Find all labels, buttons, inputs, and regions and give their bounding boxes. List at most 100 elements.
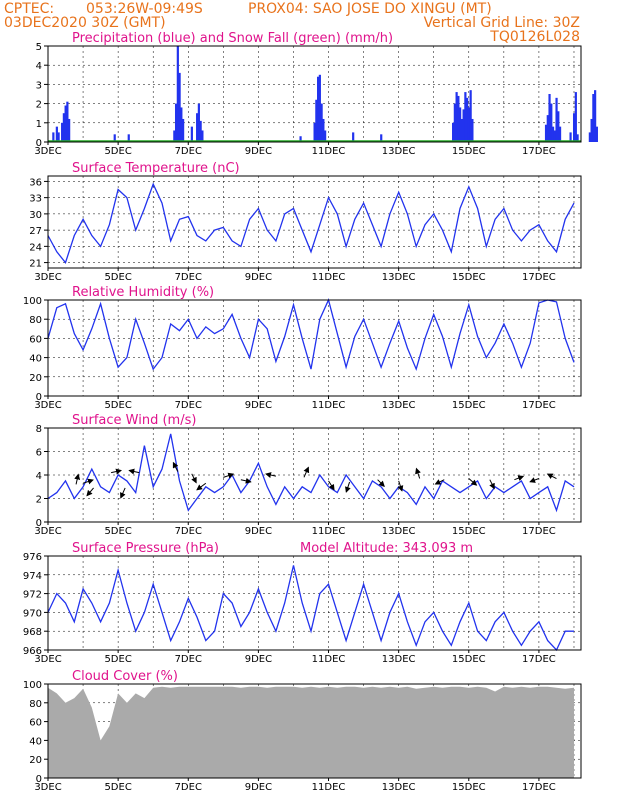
precip-bar: [190, 126, 193, 142]
precip-bar: [592, 94, 595, 142]
panel-title: Surface Wind (m/s): [72, 413, 196, 428]
wind-arrow: [397, 480, 404, 492]
x-tick-label: 13DEC: [382, 526, 416, 537]
x-tick-label: 5DEC: [104, 526, 131, 537]
precip-bar: [324, 130, 327, 142]
precip-bar: [178, 72, 181, 142]
precip-bar: [466, 97, 469, 142]
y-tick-label: 966: [23, 646, 42, 657]
x-tick-label: 5DEC: [104, 400, 131, 411]
precip-bar: [182, 118, 185, 142]
x-tick-label: 15DEC: [452, 782, 486, 793]
wind-arrow: [86, 487, 94, 497]
y-tick-label: 21: [29, 259, 42, 270]
x-tick-label: 13DEC: [382, 272, 416, 283]
wind-arrow: [514, 475, 525, 481]
precip-bar: [317, 76, 320, 142]
x-tick-label: 5DEC: [104, 146, 131, 157]
precip-bar: [66, 101, 69, 142]
y-tick-label: 100: [23, 680, 42, 691]
wind-arrow: [111, 468, 122, 475]
precip-bar: [595, 126, 598, 142]
precip-bar: [553, 130, 556, 142]
precip-bar: [176, 46, 179, 142]
x-tick-label: 15DEC: [452, 654, 486, 665]
y-tick-label: 5: [36, 42, 42, 53]
y-tick-label: 60: [29, 334, 42, 345]
y-tick-label: 33: [29, 194, 42, 205]
precip-bar: [460, 118, 463, 142]
precip-bar: [546, 115, 549, 142]
panels: 0 1 2 3 4 5 3DEC 5DEC 7DEC 9DEC 11DEC 13DEC 15DEC 17D…: [23, 31, 598, 793]
precip-bar: [196, 113, 199, 142]
x-tick-label: 5DEC: [104, 272, 131, 283]
y-tick-label: 1: [36, 119, 42, 130]
precip-bar: [315, 99, 318, 142]
x-tick-label: 7DEC: [175, 654, 202, 665]
x-tick-label: 7DEC: [175, 272, 202, 283]
x-tick-label: 9DEC: [245, 654, 272, 665]
wind-arrow: [303, 466, 310, 478]
wind-arrow: [345, 481, 351, 493]
series-line: [47, 182, 575, 264]
series-line: [47, 298, 575, 372]
x-tick-label: 7DEC: [175, 400, 202, 411]
wind-arrow: [82, 478, 94, 485]
precip-bar: [576, 134, 579, 142]
x-tick-label: 3DEC: [34, 654, 61, 665]
wind-arrow: [120, 487, 126, 499]
precip-bar: [574, 92, 577, 142]
precip-bar: [57, 132, 60, 142]
y-tick-label: 2: [36, 100, 42, 111]
x-tick-label: 11DEC: [312, 526, 346, 537]
wind-arrow: [489, 479, 495, 490]
y-tick-label: 80: [29, 315, 42, 326]
x-tick-label: 11DEC: [312, 400, 346, 411]
precip-bar: [299, 136, 302, 142]
y-tick-label: 27: [29, 226, 42, 237]
precip-bar: [318, 74, 321, 142]
wind-arrow: [74, 473, 81, 485]
precip-bar: [127, 134, 130, 142]
x-tick-label: 9DEC: [245, 146, 272, 157]
wind-arrow: [196, 482, 207, 491]
wind-arrow: [223, 472, 235, 479]
precip-bar: [459, 107, 462, 142]
y-tick-label: 20: [29, 373, 42, 384]
panel-2: 0 20 40 60 80 100 3DEC 5DEC 7DEC 9DEC 11DEC 13DEC 15…: [23, 285, 582, 411]
x-tick-label: 3DEC: [34, 400, 61, 411]
x-tick-label: 9DEC: [245, 400, 272, 411]
panel-title: Relative Humidity (%): [72, 285, 214, 300]
x-tick-label: 17DEC: [522, 400, 556, 411]
precip-bar: [551, 126, 555, 142]
x-tick-label: 5DEC: [104, 782, 131, 793]
precip-bar: [61, 122, 64, 142]
y-tick-label: 4: [36, 471, 42, 482]
y-tick-label: 60: [29, 718, 42, 729]
x-tick-label: 15DEC: [452, 146, 486, 157]
y-tick-label: 972: [23, 590, 42, 601]
y-tick-label: 0: [36, 774, 42, 785]
x-tick-label: 17DEC: [522, 654, 556, 665]
y-tick-label: 4: [36, 61, 42, 72]
precip-bar: [201, 130, 204, 142]
panel-frame: [47, 427, 582, 523]
series-line: [47, 433, 575, 513]
wind-arrow: [546, 473, 557, 480]
header-location: PROX04: SAO JOSE DO XINGU (MT): [248, 1, 492, 17]
x-tick-label: 7DEC: [175, 782, 202, 793]
x-tick-label: 13DEC: [382, 782, 416, 793]
x-tick-label: 15DEC: [452, 272, 486, 283]
panel-1: 21 24 27 30 33 36 3DEC 5DEC 7DEC 9DEC 11DEC 13DEC 15…: [29, 161, 582, 283]
y-tick-label: 0: [36, 392, 42, 403]
wind-arrow: [529, 477, 540, 483]
panel-annotation: Model Altitude: 343.093 m: [300, 541, 473, 556]
precip-bar: [64, 105, 67, 142]
panel-frame: [47, 45, 582, 143]
precip-bar: [467, 107, 470, 142]
x-tick-label: 5DEC: [104, 654, 131, 665]
precip-bar: [555, 97, 558, 142]
precip-bar: [352, 132, 355, 142]
precip-bar: [548, 94, 551, 142]
wind-arrow: [172, 461, 179, 472]
